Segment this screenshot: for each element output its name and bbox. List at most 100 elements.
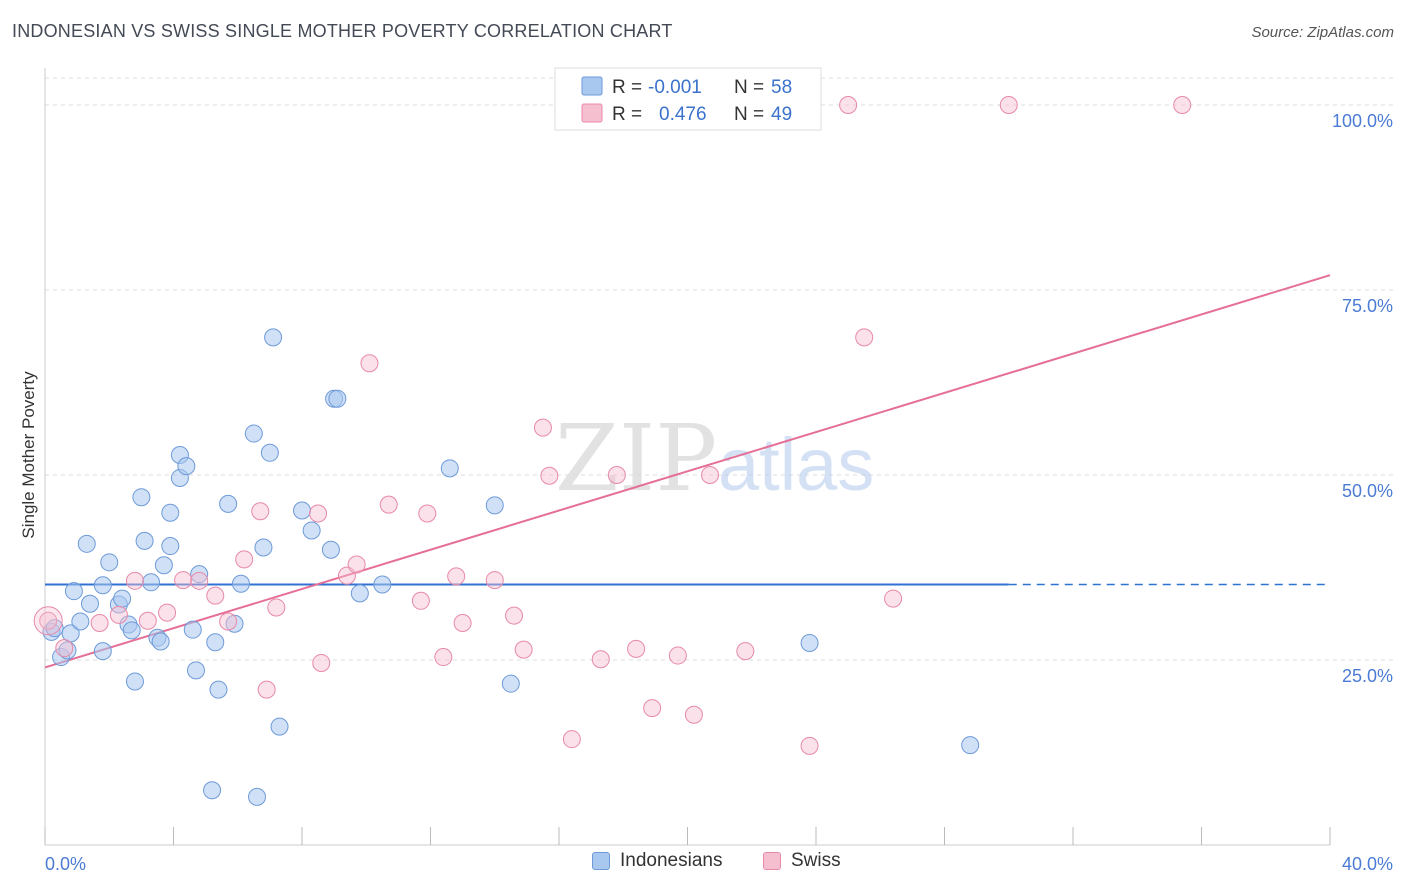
legend-n-value-1: 58 bbox=[771, 77, 792, 98]
indonesians-point bbox=[219, 494, 238, 513]
x-tick-label: 0.0% bbox=[45, 854, 86, 874]
indonesians-point bbox=[154, 556, 173, 575]
swiss-point bbox=[999, 96, 1018, 114]
swiss-point bbox=[884, 589, 903, 608]
indonesians-point bbox=[161, 537, 180, 556]
watermark-zip: ZIP bbox=[555, 405, 717, 512]
indonesians-point bbox=[93, 576, 112, 595]
indonesians-point bbox=[254, 538, 273, 557]
indonesians-point bbox=[125, 672, 144, 691]
swiss-point bbox=[855, 328, 874, 347]
indonesians-point bbox=[203, 781, 222, 800]
legend-swatch-swiss bbox=[581, 103, 603, 123]
legend-label-swiss: Swiss bbox=[791, 850, 841, 871]
indonesians-point bbox=[80, 594, 99, 613]
indonesians-point bbox=[501, 674, 520, 693]
tick-labels: 25.0% 50.0% 75.0% 100.0% 0.0% 40.0% bbox=[45, 111, 1393, 874]
indonesians-point bbox=[161, 503, 180, 522]
indonesians-point bbox=[132, 488, 151, 507]
legend-r-value-2: 0.476 bbox=[659, 104, 707, 125]
legend-label-indonesians: Indonesians bbox=[620, 850, 723, 871]
swiss-point bbox=[55, 639, 74, 658]
swiss-point bbox=[607, 466, 626, 484]
swiss-point bbox=[540, 466, 559, 485]
indonesians-point bbox=[151, 632, 170, 651]
indonesians-point bbox=[58, 641, 77, 660]
indonesians-point bbox=[100, 553, 119, 572]
indonesians-point bbox=[373, 575, 392, 594]
swiss-point bbox=[800, 736, 819, 755]
indonesians-point bbox=[302, 521, 321, 540]
swiss-point bbox=[453, 614, 472, 632]
y-tick-label: 25.0% bbox=[1342, 666, 1393, 686]
indonesians-point bbox=[328, 389, 347, 408]
indonesians-point bbox=[93, 642, 112, 661]
indonesians-point bbox=[113, 589, 132, 608]
indonesians-point bbox=[186, 661, 205, 680]
stats-legend: R = -0.001 N = 58 R = 0.476 N = 49 bbox=[554, 67, 822, 131]
legend-n-label-1: N = bbox=[734, 77, 764, 98]
swiss-point bbox=[434, 648, 453, 667]
indonesians-point bbox=[264, 328, 283, 347]
swiss-points bbox=[33, 96, 1192, 755]
swiss-point bbox=[267, 598, 286, 617]
indonesians-point bbox=[961, 736, 980, 755]
source-label: Source: ZipAtlas.com bbox=[1251, 24, 1394, 41]
indonesians-point bbox=[77, 534, 96, 553]
indonesians-point bbox=[45, 619, 64, 638]
legend-r-label-2: R = bbox=[612, 104, 642, 125]
legend-item-indonesians: Indonesians bbox=[592, 850, 722, 872]
gridlines bbox=[45, 77, 1395, 661]
swiss-point bbox=[174, 571, 193, 590]
indonesians-point bbox=[440, 459, 459, 478]
indonesians-point bbox=[231, 574, 250, 593]
swiss-point bbox=[643, 699, 662, 718]
indonesians-point bbox=[350, 584, 369, 603]
swiss-point bbox=[562, 730, 581, 749]
axes bbox=[44, 68, 1331, 846]
indonesians-point bbox=[183, 620, 202, 639]
legend-n-label-2: N = bbox=[734, 104, 764, 125]
swiss-point bbox=[1173, 96, 1192, 114]
indonesians-point bbox=[321, 540, 340, 559]
swiss-point bbox=[591, 650, 610, 669]
swiss-point bbox=[360, 354, 379, 373]
x-tick-label: 40.0% bbox=[1342, 854, 1393, 874]
swiss-point bbox=[309, 504, 328, 523]
swiss-point bbox=[190, 571, 209, 590]
swiss-point bbox=[505, 606, 524, 625]
watermark-atlas: atlas bbox=[718, 423, 874, 506]
indonesians-point bbox=[485, 496, 504, 515]
swiss-point bbox=[533, 418, 552, 437]
indonesians-point bbox=[190, 565, 209, 584]
swiss-point-cluster bbox=[33, 606, 63, 636]
swiss-point bbox=[251, 502, 270, 521]
indonesians-point bbox=[177, 457, 196, 476]
bottom-legend: Indonesians Swiss bbox=[0, 850, 1406, 880]
watermark: ZIP atlas bbox=[555, 405, 874, 512]
swiss-point bbox=[668, 646, 687, 665]
swiss-point bbox=[514, 640, 533, 659]
swiss-point bbox=[447, 567, 466, 586]
indonesians-point bbox=[209, 680, 228, 699]
indonesians-point bbox=[142, 573, 161, 592]
swiss-point bbox=[418, 504, 437, 523]
swiss-point bbox=[485, 571, 504, 590]
swiss-point bbox=[109, 605, 128, 624]
swiss-point bbox=[312, 653, 331, 672]
y-tick-label: 100.0% bbox=[1332, 111, 1393, 131]
y-tick-label: 75.0% bbox=[1342, 296, 1393, 316]
swiss-point bbox=[379, 495, 398, 514]
swiss-point bbox=[700, 466, 719, 484]
trend-lines bbox=[44, 274, 1331, 669]
legend-swatch-pink bbox=[763, 852, 781, 870]
swiss-point bbox=[39, 611, 58, 630]
swiss-point bbox=[411, 591, 430, 610]
indonesians-point bbox=[800, 633, 819, 652]
swiss-point bbox=[158, 603, 177, 622]
swiss-point bbox=[206, 586, 225, 605]
swiss-point bbox=[684, 705, 703, 724]
indonesians-point bbox=[206, 633, 225, 652]
swiss-point bbox=[219, 612, 238, 631]
